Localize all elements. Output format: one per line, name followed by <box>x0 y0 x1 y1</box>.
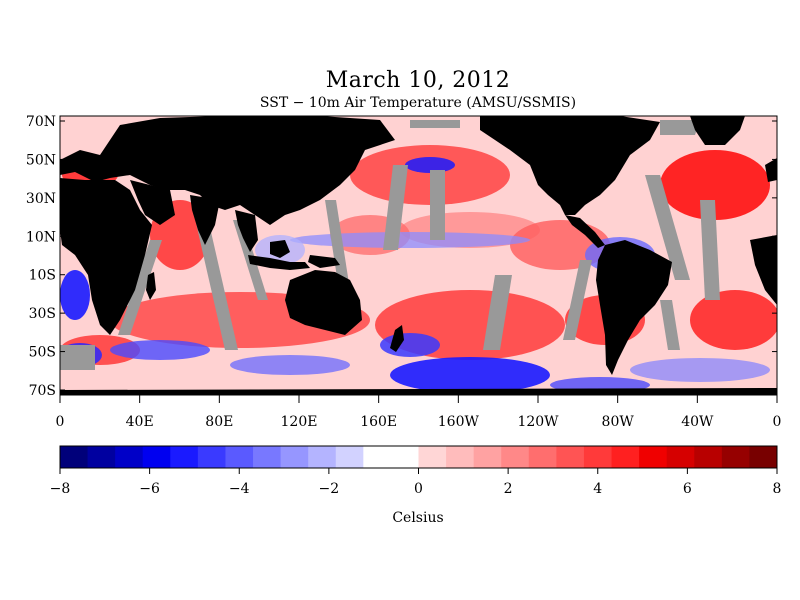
colorbar-swatch <box>639 446 668 468</box>
map-subtitle: SST − 10m Air Temperature (AMSU/SSMIS) <box>259 95 577 111</box>
colorbar-swatch <box>583 446 613 468</box>
land-masses <box>60 116 777 395</box>
south-america-landmass <box>596 240 672 375</box>
lat-label: 70N <box>26 114 56 130</box>
antarctica-landmass <box>60 388 777 395</box>
lon-label: 80E <box>205 414 233 430</box>
colorbar-swatch <box>528 446 557 468</box>
colorbar-tick-label: 2 <box>504 481 513 497</box>
colorbar-tick-label: 0 <box>414 481 423 497</box>
colorbar-swatch <box>749 446 778 468</box>
africa-east-edge-landmass <box>750 235 777 305</box>
colorbar-swatch <box>60 446 89 468</box>
greenland-landmass <box>690 116 745 145</box>
colorbar-tick-label: −2 <box>319 481 340 497</box>
lat-label: 10N <box>26 229 56 245</box>
lon-label: 80W <box>602 414 635 430</box>
colorbar-swatch <box>197 446 226 468</box>
colorbar <box>59 445 778 469</box>
lat-label: 50N <box>26 152 56 168</box>
lon-label: 120E <box>281 414 318 430</box>
colorbar-swatch <box>390 446 419 468</box>
british-isles-landmass <box>765 158 777 182</box>
colorbar-swatch <box>666 446 695 468</box>
colorbar-swatch <box>418 446 447 468</box>
map-frame <box>59 115 778 396</box>
colorbar-swatch <box>225 446 254 468</box>
colorbar-swatch <box>363 446 392 468</box>
colorbar-swatch <box>721 446 750 468</box>
colorbar-tick-label: −8 <box>50 481 71 497</box>
colorbar-swatch <box>115 446 144 468</box>
southeast-asia-landmass <box>235 210 258 252</box>
colorbar-swatch <box>556 446 585 468</box>
lat-label: 70S <box>29 383 56 399</box>
lon-label: 120W <box>517 414 559 430</box>
colorbar-tick-label: −6 <box>139 481 160 497</box>
colorbar-swatch <box>308 446 337 468</box>
colorbar-swatch <box>611 446 640 468</box>
new-zealand-landmass <box>390 325 404 352</box>
colorbar-swatch <box>446 446 475 468</box>
latitude-axis: 70N 50N 30N 10N 10S 30S 50S 70S <box>26 114 777 399</box>
colorbar-tick-label: 8 <box>773 481 782 497</box>
india-landmass <box>190 195 220 245</box>
new-guinea-landmass <box>308 255 340 268</box>
colorbar-ticks: −8 −6 −4 −2 0 2 4 6 8 <box>50 468 782 497</box>
madagascar-landmass <box>146 272 156 300</box>
colorbar-swatch <box>694 446 723 468</box>
arabia-landmass <box>130 180 175 225</box>
borneo-landmass <box>270 240 290 258</box>
lat-label: 30S <box>29 306 56 322</box>
lat-label: 10S <box>29 268 56 284</box>
colorbar-tick-label: −4 <box>229 481 250 497</box>
eurasia-landmass <box>60 116 395 225</box>
colorbar-unit-label: Celsius <box>392 510 444 526</box>
map-title: March 10, 2012 <box>325 68 511 93</box>
colorbar-swatch <box>87 446 116 468</box>
colorbar-swatch <box>280 446 309 468</box>
lat-label: 30N <box>26 191 56 207</box>
lon-label: 0 <box>773 414 782 430</box>
map-field <box>60 116 777 395</box>
lon-label: 0 <box>56 414 65 430</box>
lat-label: 50S <box>29 345 56 361</box>
lon-label: 40W <box>681 414 714 430</box>
japan-landmass <box>318 168 335 198</box>
colorbar-swatch <box>253 446 282 468</box>
africa-landmass <box>60 178 152 335</box>
colorbar-swatch <box>335 446 364 468</box>
indonesia-landmass <box>248 255 310 270</box>
longitude-axis: 0 40E 80E 120E 160E 160W 120W 80W 40W 0 <box>56 395 782 430</box>
colorbar-swatch <box>473 446 502 468</box>
colorbar-swatch <box>501 446 530 468</box>
colorbar-tick-label: 6 <box>683 481 692 497</box>
central-america-landmass <box>565 215 605 248</box>
lon-label: 160E <box>360 414 397 430</box>
north-america-landmass <box>480 116 660 215</box>
colorbar-tick-label: 4 <box>593 481 602 497</box>
lon-label: 40E <box>126 414 154 430</box>
colorbar-swatch <box>142 446 171 468</box>
lon-label: 160W <box>438 414 480 430</box>
australia-landmass <box>285 270 362 335</box>
colorbar-swatch <box>170 446 199 468</box>
